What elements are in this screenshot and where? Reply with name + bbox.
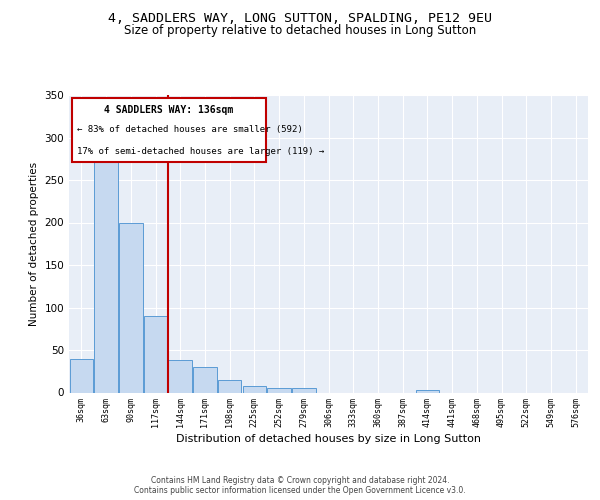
Y-axis label: Number of detached properties: Number of detached properties	[29, 162, 39, 326]
Bar	[119, 222, 143, 392]
Text: 4, SADDLERS WAY, LONG SUTTON, SPALDING, PE12 9EU: 4, SADDLERS WAY, LONG SUTTON, SPALDING, …	[108, 12, 492, 26]
Bar	[94, 146, 118, 392]
Bar	[169, 360, 192, 392]
Text: Size of property relative to detached houses in Long Sutton: Size of property relative to detached ho…	[124, 24, 476, 37]
Bar	[193, 367, 217, 392]
Bar	[292, 388, 316, 392]
Text: Contains HM Land Registry data © Crown copyright and database right 2024.: Contains HM Land Registry data © Crown c…	[151, 476, 449, 485]
Text: 4 SADDLERS WAY: 136sqm: 4 SADDLERS WAY: 136sqm	[104, 106, 233, 116]
X-axis label: Distribution of detached houses by size in Long Sutton: Distribution of detached houses by size …	[176, 434, 481, 444]
Bar	[144, 316, 167, 392]
FancyBboxPatch shape	[71, 98, 266, 162]
Text: Contains public sector information licensed under the Open Government Licence v3: Contains public sector information licen…	[134, 486, 466, 495]
Bar	[416, 390, 439, 392]
Bar	[242, 386, 266, 392]
Text: 17% of semi-detached houses are larger (119) →: 17% of semi-detached houses are larger (…	[77, 147, 324, 156]
Bar	[218, 380, 241, 392]
Bar	[268, 388, 291, 392]
Bar	[70, 358, 93, 392]
Text: ← 83% of detached houses are smaller (592): ← 83% of detached houses are smaller (59…	[77, 125, 302, 134]
